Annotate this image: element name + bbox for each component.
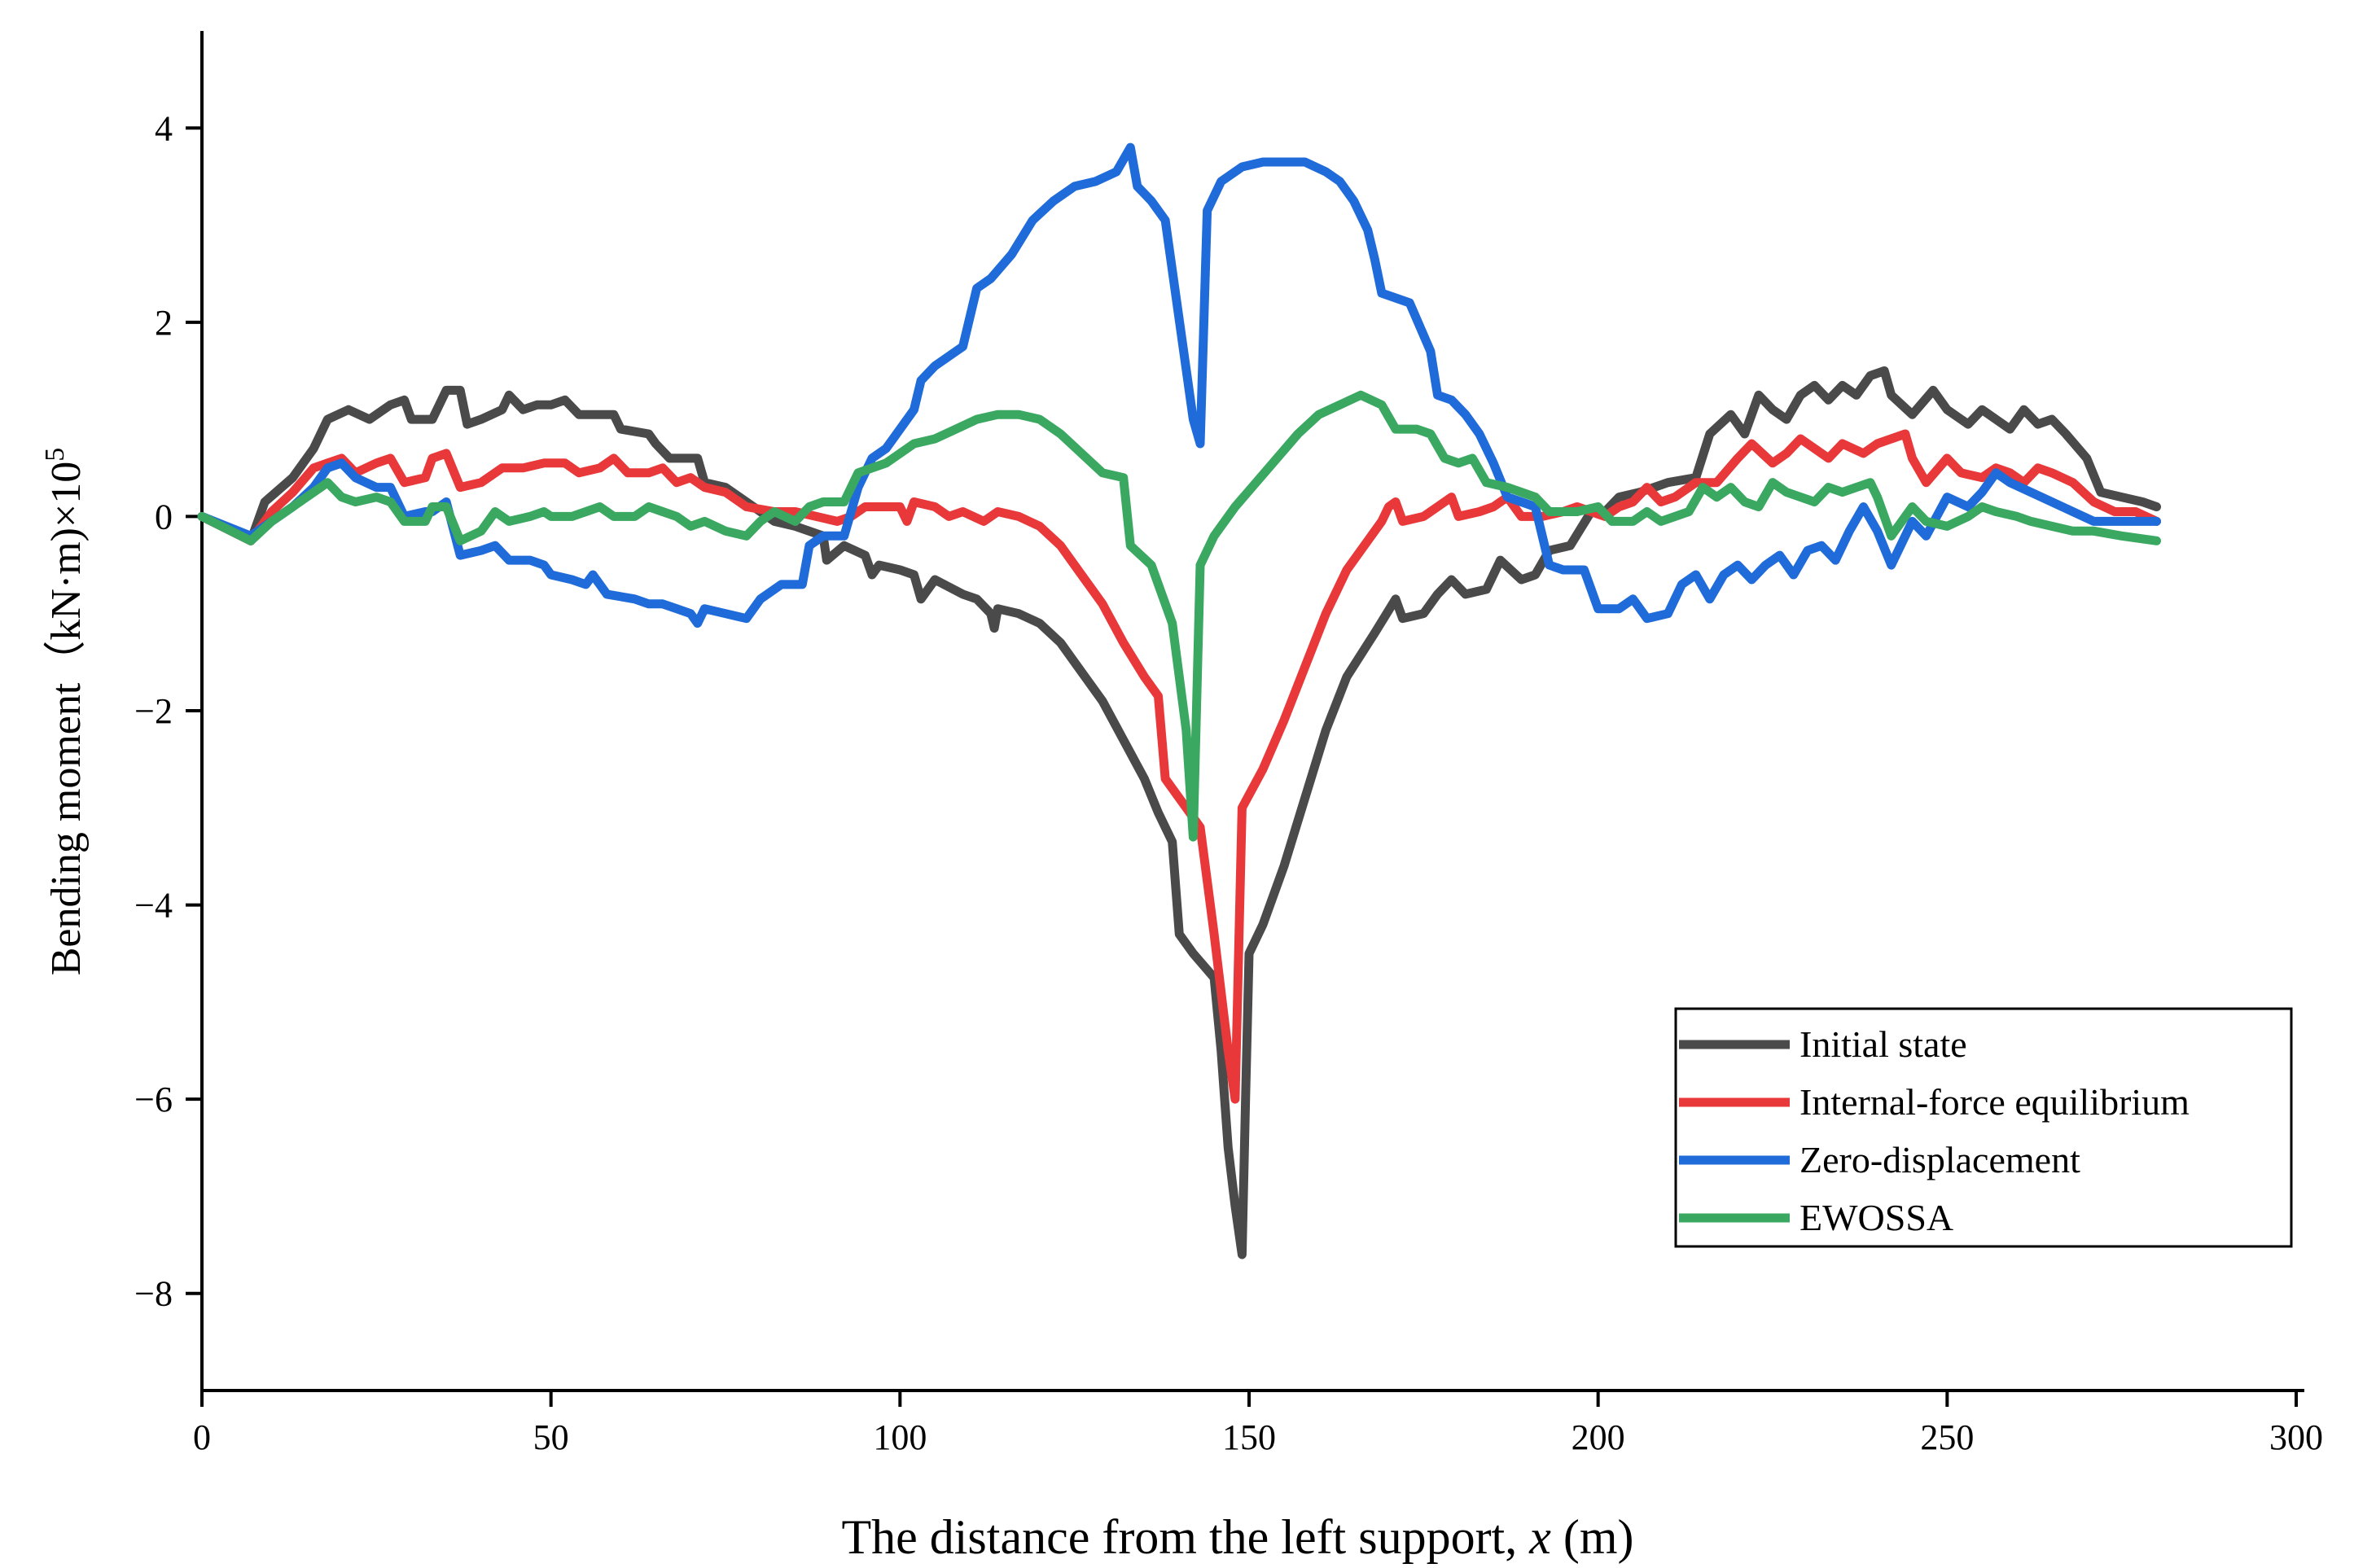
x-axis-label-text: The distance from the left support, bbox=[841, 1510, 1517, 1564]
y-tick-label: 4 bbox=[155, 108, 173, 148]
y-tick-label: 2 bbox=[155, 303, 173, 343]
x-axis-label: The distance from the left support, x (m… bbox=[841, 1510, 1633, 1564]
x-tick-label: 200 bbox=[1572, 1417, 1625, 1457]
x-axis-label-var: x bbox=[1528, 1510, 1551, 1564]
x-tick-label: 250 bbox=[1920, 1417, 1974, 1457]
legend-label-3: Zero-displacement bbox=[1799, 1139, 2080, 1180]
legend: Initial state Internal-force equilibrium Z… bbox=[1674, 1007, 2293, 1248]
legend-label-2: Internal-force equilibrium bbox=[1799, 1081, 2190, 1123]
y-axis-label: Bending moment（kN·m)×105 bbox=[40, 448, 90, 976]
series-line-4 bbox=[197, 390, 2161, 842]
series-line-3 bbox=[197, 142, 2161, 629]
y-tick-label: −4 bbox=[134, 886, 173, 926]
y-axis-label-exponent: 5 bbox=[40, 448, 70, 462]
x-tick-label: 0 bbox=[193, 1417, 211, 1457]
series-line-1 bbox=[197, 366, 2161, 1259]
series-line-2 bbox=[197, 429, 2161, 1104]
y-tick-label: −8 bbox=[134, 1274, 173, 1314]
x-axis-label-unit: (m) bbox=[1563, 1510, 1634, 1564]
legend-label-1: Initial state bbox=[1799, 1023, 1967, 1065]
series-lines bbox=[197, 142, 2161, 1259]
y-tick-label: 0 bbox=[155, 497, 173, 537]
y-axis-label-text: Bending moment（kN·m)×10 bbox=[43, 462, 90, 976]
y-tick-label: −6 bbox=[134, 1080, 173, 1119]
x-tick-label: 150 bbox=[1222, 1417, 1276, 1457]
y-tick-label: −2 bbox=[134, 691, 173, 731]
x-tick-label: 50 bbox=[533, 1417, 569, 1457]
x-ticks: 0 50 100 150 200 250 300 bbox=[193, 1391, 2323, 1457]
x-tick-label: 300 bbox=[2269, 1417, 2323, 1457]
x-tick-label: 100 bbox=[873, 1417, 927, 1457]
legend-label-4: EWOSSA bbox=[1799, 1197, 1953, 1238]
y-ticks: −8 −6 −4 −2 0 2 4 bbox=[134, 108, 202, 1314]
